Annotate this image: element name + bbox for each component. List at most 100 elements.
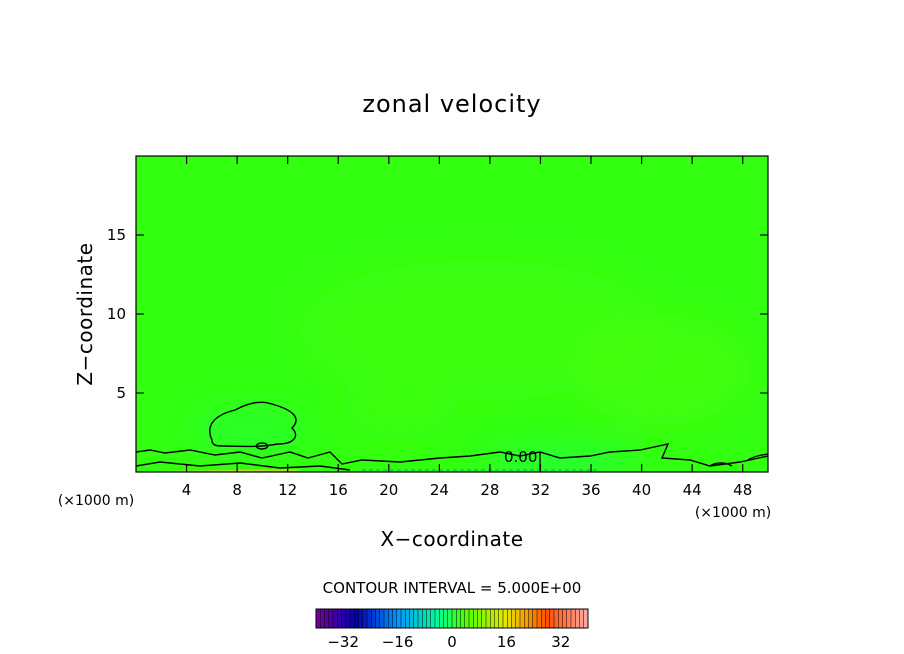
colorbar-tick-label: 32 bbox=[551, 633, 570, 651]
colorbar-cell bbox=[443, 609, 449, 628]
colorbar-cell bbox=[494, 609, 500, 628]
colorbar-cell bbox=[422, 609, 427, 628]
colorbar-cell bbox=[337, 609, 342, 628]
x-unit-left: (×1000 m) bbox=[58, 493, 134, 509]
colorbar-tick-label: 0 bbox=[447, 633, 457, 651]
colorbar-cell bbox=[396, 609, 402, 628]
colorbar-cell bbox=[447, 609, 453, 628]
colorbar-cell bbox=[460, 609, 466, 628]
x-tick-label: 32 bbox=[531, 481, 550, 499]
x-tick-label: 44 bbox=[683, 481, 702, 499]
colorbar-cell bbox=[579, 609, 585, 628]
colorbar-cell bbox=[388, 609, 393, 628]
x-tick-label: 36 bbox=[581, 481, 600, 499]
colorbar-cell bbox=[435, 609, 440, 628]
colorbar-cell bbox=[532, 609, 538, 628]
colorbar-cell bbox=[418, 609, 423, 628]
colorbar-cell bbox=[354, 609, 359, 628]
colorbar-cell bbox=[583, 609, 589, 628]
colorbar-cell bbox=[367, 609, 372, 628]
colorbar-cell bbox=[524, 609, 529, 628]
colorbar-cell bbox=[328, 609, 334, 628]
colorbar-cell bbox=[481, 609, 487, 628]
colorbar-cell bbox=[456, 609, 461, 628]
contour-line bbox=[136, 443, 768, 467]
colorbar-cell bbox=[571, 609, 576, 628]
colorbar-cell bbox=[469, 609, 474, 628]
field-patch bbox=[570, 315, 750, 425]
x-tick-label: 8 bbox=[232, 481, 242, 499]
contour-line bbox=[709, 462, 733, 467]
colorbar-cell bbox=[362, 609, 368, 628]
colorbar-cell bbox=[333, 609, 338, 628]
colorbar-cell bbox=[341, 609, 347, 628]
colorbar-cell bbox=[541, 609, 546, 628]
colorbar-cell bbox=[371, 609, 376, 628]
colorbar-cell bbox=[345, 609, 351, 628]
x-unit-right: (×1000 m) bbox=[695, 505, 771, 521]
contour-line bbox=[255, 442, 269, 450]
contour-line bbox=[747, 453, 768, 461]
chart-title: zonal velocity bbox=[362, 90, 541, 118]
colorbar-cell bbox=[430, 609, 436, 628]
colorbar-cell bbox=[507, 609, 512, 628]
colorbar-cell bbox=[426, 609, 432, 628]
colorbar-cell bbox=[558, 609, 563, 628]
colorbar-cell bbox=[413, 609, 419, 628]
colorbar-cell bbox=[405, 609, 410, 628]
y-axis-ticks: 5 10 15 bbox=[107, 226, 768, 402]
colorbar-cell bbox=[537, 609, 542, 628]
x-tick-label: 20 bbox=[379, 481, 398, 499]
colorbar-cell bbox=[452, 609, 457, 628]
x-tick-label: 4 bbox=[182, 481, 192, 499]
colorbar-cell bbox=[392, 609, 398, 628]
colorbar-cell bbox=[320, 609, 325, 628]
colorbar-ticks: −32 −16 0 16 32 bbox=[327, 633, 570, 651]
colorbar-cell bbox=[316, 609, 321, 628]
colorbar: −32 −16 0 16 32 bbox=[315, 608, 589, 651]
colorbar-cell bbox=[324, 609, 330, 628]
contour-line bbox=[209, 401, 297, 448]
x-tick-label: 48 bbox=[733, 481, 752, 499]
colorbar-cell bbox=[554, 609, 559, 628]
x-tick-label: 12 bbox=[278, 481, 297, 499]
x-tick-label: 24 bbox=[430, 481, 449, 499]
colorbar-cell bbox=[409, 609, 415, 628]
contour-value-label: 0.00 bbox=[504, 448, 537, 466]
contour-interval-text: CONTOUR INTERVAL = 5.000E+00 bbox=[323, 579, 582, 597]
colorbar-cell bbox=[575, 609, 580, 628]
colorbar-cell bbox=[473, 609, 478, 628]
field-patch bbox=[340, 380, 460, 440]
colorbar-cell bbox=[350, 609, 355, 628]
colorbar-cell bbox=[545, 609, 551, 628]
x-axis-label: X−coordinate bbox=[380, 527, 523, 551]
colorbar-cell bbox=[498, 609, 504, 628]
colorbar-cell bbox=[379, 609, 385, 628]
colorbar-cell bbox=[566, 609, 572, 628]
contour-lines bbox=[136, 401, 768, 472]
colorbar-cell bbox=[562, 609, 568, 628]
colorbar-cell bbox=[486, 609, 491, 628]
x-tick-label: 40 bbox=[632, 481, 651, 499]
x-tick-label: 16 bbox=[329, 481, 348, 499]
y-tick-label: 10 bbox=[107, 305, 126, 323]
y-axis-label: Z−coordinate bbox=[73, 242, 97, 385]
colorbar-tick-label: 16 bbox=[497, 633, 516, 651]
colorbar-cell bbox=[439, 609, 444, 628]
colorbar-cell bbox=[464, 609, 470, 628]
contour-line bbox=[136, 461, 351, 471]
x-tick-label: 28 bbox=[480, 481, 499, 499]
y-tick-label: 15 bbox=[107, 226, 126, 244]
colorbar-cells bbox=[316, 609, 589, 628]
colorbar-cell bbox=[358, 609, 364, 628]
colorbar-cell bbox=[401, 609, 406, 628]
colorbar-cell bbox=[490, 609, 495, 628]
colorbar-cell bbox=[477, 609, 483, 628]
y-tick-label: 5 bbox=[116, 384, 126, 402]
colorbar-tick-label: −32 bbox=[327, 633, 359, 651]
colorbar-frame bbox=[315, 608, 589, 629]
field-patch bbox=[190, 405, 310, 455]
field-patch bbox=[300, 260, 660, 400]
